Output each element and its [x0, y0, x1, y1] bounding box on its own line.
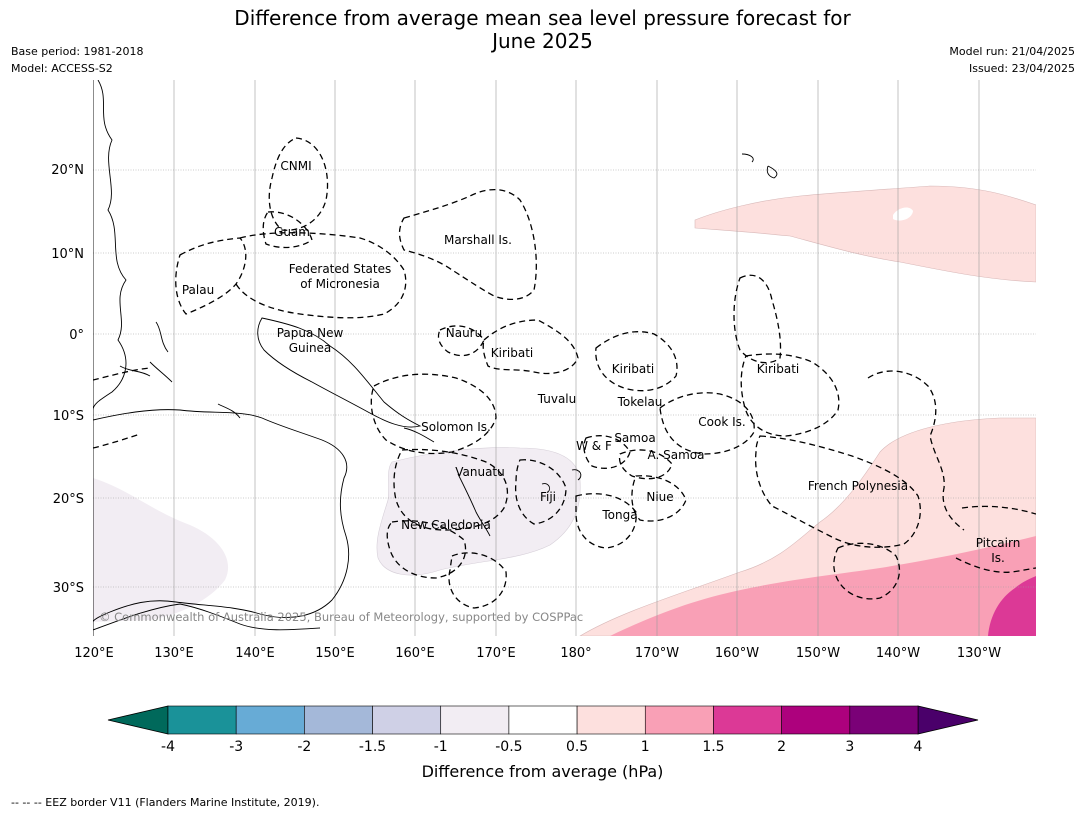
- base-info: Base period: 1981-2018 Model: ACCESS-S2: [11, 43, 143, 77]
- latitude-ticks: 20°N 10°N 0° 10°S 20°S 30°S: [51, 163, 84, 596]
- label-fsm-2: of Micronesia: [300, 277, 380, 291]
- map-title: Difference from average mean sea level p…: [0, 7, 1085, 53]
- lat-tick: 20°N: [51, 163, 84, 178]
- colorbar-segment: [849, 705, 919, 735]
- lon-tick: 170°E: [476, 646, 516, 661]
- label-tonga: Tonga: [601, 508, 637, 522]
- label-new-caledonia: New Caledonia: [401, 518, 491, 532]
- label-kiribati-west: Kiribati: [491, 346, 533, 360]
- base-period: Base period: 1981-2018: [11, 45, 144, 58]
- colorbar-extend-low: [107, 705, 169, 735]
- lat-tick: 10°N: [51, 247, 84, 262]
- lon-tick: 180°: [560, 646, 591, 661]
- lat-tick: 30°S: [53, 581, 84, 596]
- anomaly-area-lavender-vanuatu: [376, 447, 581, 576]
- label-wallis-futuna: W & F: [576, 439, 612, 453]
- label-kiribati-central: Kiribati: [612, 362, 654, 376]
- colorbar-extend-high: [917, 705, 979, 735]
- lon-tick: 160°E: [395, 646, 435, 661]
- colorbar-tick: 3: [845, 739, 854, 755]
- lon-tick: 130°W: [957, 646, 1001, 661]
- lon-tick: 150°E: [315, 646, 355, 661]
- label-kiribati-east: Kiribati: [757, 362, 799, 376]
- label-cnmi: CNMI: [280, 159, 311, 173]
- label-vanuatu: Vanuatu: [455, 465, 505, 479]
- label-french-polynesia: French Polynesia: [808, 479, 908, 493]
- colorbar-tick: -3: [229, 739, 243, 755]
- longitude-ticks: 120°E 130°E 140°E 150°E 160°E 170°E 180°…: [74, 646, 1001, 661]
- colorbar: -4 -3 -2 -1.5 -1 -0.5 0.5 1 1.5 2 3 4: [107, 705, 979, 755]
- label-samoa: Samoa: [614, 431, 655, 445]
- colorbar-tick: -4: [161, 739, 175, 755]
- run-info: Model run: 21/04/2025 Issued: 23/04/2025: [949, 43, 1075, 77]
- colorbar-segment: [508, 705, 578, 735]
- colorbar-segment: [372, 705, 442, 735]
- issued-date: Issued: 23/04/2025: [968, 62, 1075, 75]
- title-line-1: Difference from average mean sea level p…: [234, 6, 851, 30]
- label-american-samoa: A. Samoa: [648, 448, 705, 462]
- copyright-notice: © Commonwealth of Australia 2025, Bureau…: [99, 610, 583, 624]
- anomaly-area-lavender-west: [93, 478, 229, 622]
- colorbar-tick: -1: [434, 739, 448, 755]
- colorbar-tick: 0.5: [566, 739, 588, 755]
- colorbar-tick: 2: [777, 739, 786, 755]
- label-fsm-1: Federated States: [289, 262, 391, 276]
- colorbar-tick: -2: [297, 739, 311, 755]
- title-line-2: June 2025: [492, 29, 593, 53]
- colorbar-tick: -0.5: [495, 739, 522, 755]
- lon-tick: 160°W: [715, 646, 759, 661]
- label-pitcairn-1: Pitcairn: [976, 536, 1021, 550]
- label-tuvalu: Tuvalu: [537, 392, 577, 406]
- colorbar-tick: -1.5: [359, 739, 386, 755]
- label-niue: Niue: [646, 490, 673, 504]
- label-png-2: Guinea: [289, 341, 332, 355]
- lon-tick: 170°W: [635, 646, 679, 661]
- colorbar-segment: [781, 705, 851, 735]
- eez-borders: [93, 137, 1036, 609]
- lon-tick: 140°E: [235, 646, 275, 661]
- lon-tick: 130°E: [154, 646, 194, 661]
- label-marshall: Marshall Is.: [444, 233, 512, 247]
- eez-footnote: -- -- -- EEZ border V11 (Flanders Marine…: [11, 796, 320, 809]
- colorbar-segment: [235, 705, 305, 735]
- colorbar-segment: [304, 705, 373, 735]
- label-pitcairn-2: Is.: [991, 551, 1005, 565]
- anomaly-area-magenta: [988, 576, 1036, 636]
- lon-tick: 140°W: [876, 646, 920, 661]
- colorbar-tick: 1.5: [702, 739, 724, 755]
- label-tokelau: Tokelau: [617, 395, 663, 409]
- anomaly-area-light-pink-north: [694, 185, 1036, 283]
- colorbar-label: Difference from average (hPa): [421, 762, 664, 781]
- lat-tick: 10°S: [53, 409, 84, 424]
- lat-tick: 20°S: [53, 492, 84, 507]
- colorbar-segment: [576, 705, 646, 735]
- colorbar-tick: 4: [914, 739, 923, 755]
- colorbar-segment: [440, 705, 510, 735]
- coastlines: [93, 80, 778, 636]
- label-fiji: Fiji: [540, 490, 556, 504]
- model-run: Model run: 21/04/2025: [949, 45, 1075, 58]
- label-palau: Palau: [182, 283, 214, 297]
- colorbar-segment: [644, 705, 714, 735]
- colorbar-segment: [713, 705, 782, 735]
- lon-tick: 120°E: [74, 646, 114, 661]
- colorbar-segment: [167, 705, 237, 735]
- label-guam: Guam: [274, 225, 310, 239]
- label-solomon: Solomon Is.: [421, 420, 491, 434]
- label-png-1: Papua New: [277, 326, 344, 340]
- lon-tick: 150°W: [796, 646, 840, 661]
- map-canvas: CNMI Guam Palau Federated States of Micr…: [93, 80, 1036, 636]
- lat-tick: 0°: [69, 328, 84, 343]
- label-cook: Cook Is.: [698, 415, 745, 429]
- label-nauru: Nauru: [446, 326, 482, 340]
- gridlines: [93, 80, 1036, 636]
- anomaly-area-mid-pink: [610, 536, 1036, 636]
- model-name: Model: ACCESS-S2: [11, 62, 113, 75]
- place-labels: CNMI Guam Palau Federated States of Micr…: [182, 159, 1020, 565]
- colorbar-tick: 1: [641, 739, 650, 755]
